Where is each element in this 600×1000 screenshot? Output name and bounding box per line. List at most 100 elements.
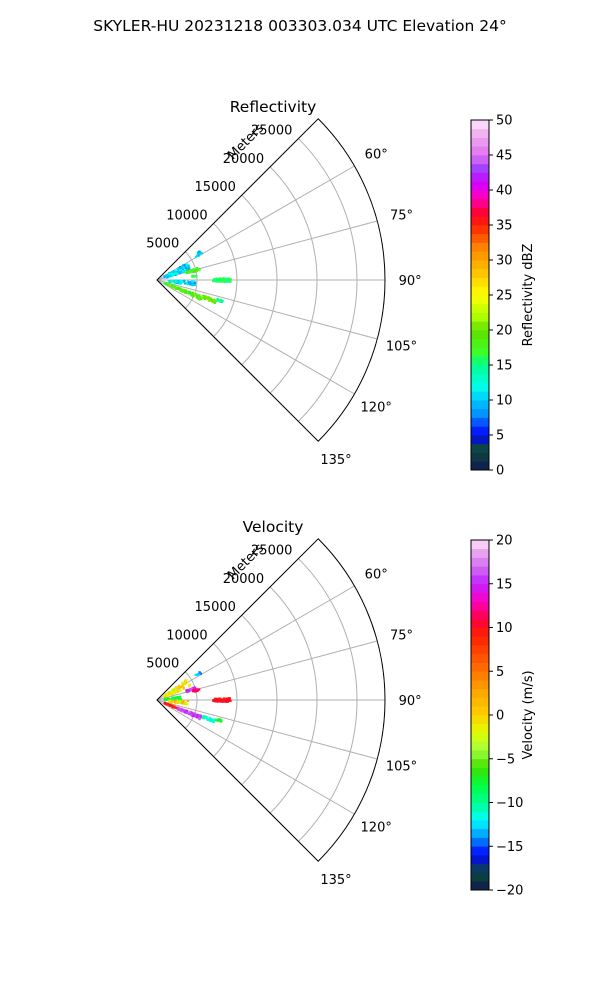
data-point [185,711,188,714]
data-point [196,673,199,676]
colorbar: −20 −15 −10 −5 0 5 10 15 20 Velocity (m/s) [470,534,536,899]
colorbar-segment [471,452,489,462]
panel-title: Reflectivity [230,98,317,116]
data-point [227,277,230,280]
colorbar-tick-label: 0 [496,709,504,724]
data-point [168,704,171,707]
colorbar-segment [471,233,489,243]
data-point [212,721,215,724]
data-point [191,270,194,273]
colorbar-tick-label: 50 [496,114,513,129]
colorbar: 0 5 10 15 20 25 30 35 40 45 50 Reflectivity dBZ [470,114,536,479]
data-point [184,266,187,269]
data-point [229,278,232,281]
grid-ray [156,279,355,395]
colorbar-segment [471,426,489,436]
colorbar-segment [471,785,489,795]
colorbar-tick-label: −20 [496,884,523,899]
data-point [187,264,190,268]
r-tick-label: 25000 [251,544,292,559]
data-point [179,689,182,692]
colorbar-segment [471,855,489,865]
data-point [176,270,179,273]
data-point [164,697,167,701]
data-point [192,690,195,693]
data-point [188,683,191,686]
r-tick-label: 25000 [251,124,292,139]
data-point [197,253,200,257]
data-point [202,715,205,718]
data-point [165,693,168,696]
colorbar-segment [471,592,489,602]
colorbar-segment [471,732,489,742]
colorbar-segment [471,356,489,366]
data-point [226,279,229,282]
data-point [222,699,225,702]
colorbar-segment [471,750,489,760]
data-point [186,710,189,713]
colorbar-segment [471,662,489,672]
data-point [201,294,204,297]
data-point [228,279,231,282]
data-point [191,292,194,295]
data-point [182,686,185,689]
data-point [190,293,193,297]
data-point [193,686,196,689]
data-point [178,288,181,291]
data-point [203,297,206,300]
r-tick-label: 10000 [166,208,207,223]
colorbar-segment [471,566,489,576]
data-point [184,291,188,294]
colorbar-segment [471,461,489,471]
data-point [171,705,174,709]
data-point [172,286,175,289]
data-point [193,270,196,273]
data-point [196,687,199,690]
data-point [177,708,180,711]
theta-tick-label: 75° [390,209,413,224]
data-point [171,700,174,703]
colorbar-segment [471,198,489,208]
colorbar-segment [471,400,489,410]
data-point [185,703,188,706]
data-point [194,256,197,259]
data-point [175,686,178,689]
grid-ray [156,279,378,340]
data-point [216,279,219,282]
data-point [176,701,179,704]
colorbar-segment [471,557,489,567]
colorbar-tick-label: 45 [496,149,513,164]
data-point [219,278,223,281]
data-point [179,282,182,285]
data-point [179,707,182,710]
data-point [196,689,199,692]
data-point [168,691,171,694]
data-point [163,694,166,697]
data-point [198,672,201,675]
colorbar-segment [471,636,489,646]
colorbar-segment [471,242,489,252]
colorbar-segment [471,846,489,856]
data-point [174,699,177,702]
data-points [163,671,232,724]
data-point [187,712,190,715]
data-point [180,280,183,283]
colorbar-segment [471,163,489,173]
data-point [180,686,183,689]
colorbar-segment [471,365,489,375]
colorbar-segment [471,251,489,261]
colorbar-segment [471,435,489,445]
theta-tick-label: 90° [399,694,422,709]
data-point [188,688,191,691]
colorbar-label: Velocity (m/s) [521,670,536,759]
colorbar-segment [471,680,489,690]
colorbar-segment [471,295,489,305]
data-point [191,712,194,715]
data-point [178,685,181,688]
colorbar-segment [471,190,489,200]
data-point [163,701,166,704]
data-point [177,268,180,271]
data-point [186,699,189,702]
colorbar-segment [471,811,489,821]
data-point [229,699,232,702]
